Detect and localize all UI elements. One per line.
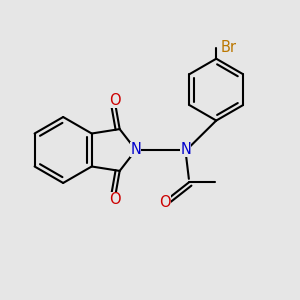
Text: O: O xyxy=(159,195,170,210)
Text: O: O xyxy=(110,192,121,207)
Text: O: O xyxy=(110,93,121,108)
Text: N: N xyxy=(181,142,191,158)
Text: Br: Br xyxy=(221,40,237,56)
Text: N: N xyxy=(130,142,141,158)
